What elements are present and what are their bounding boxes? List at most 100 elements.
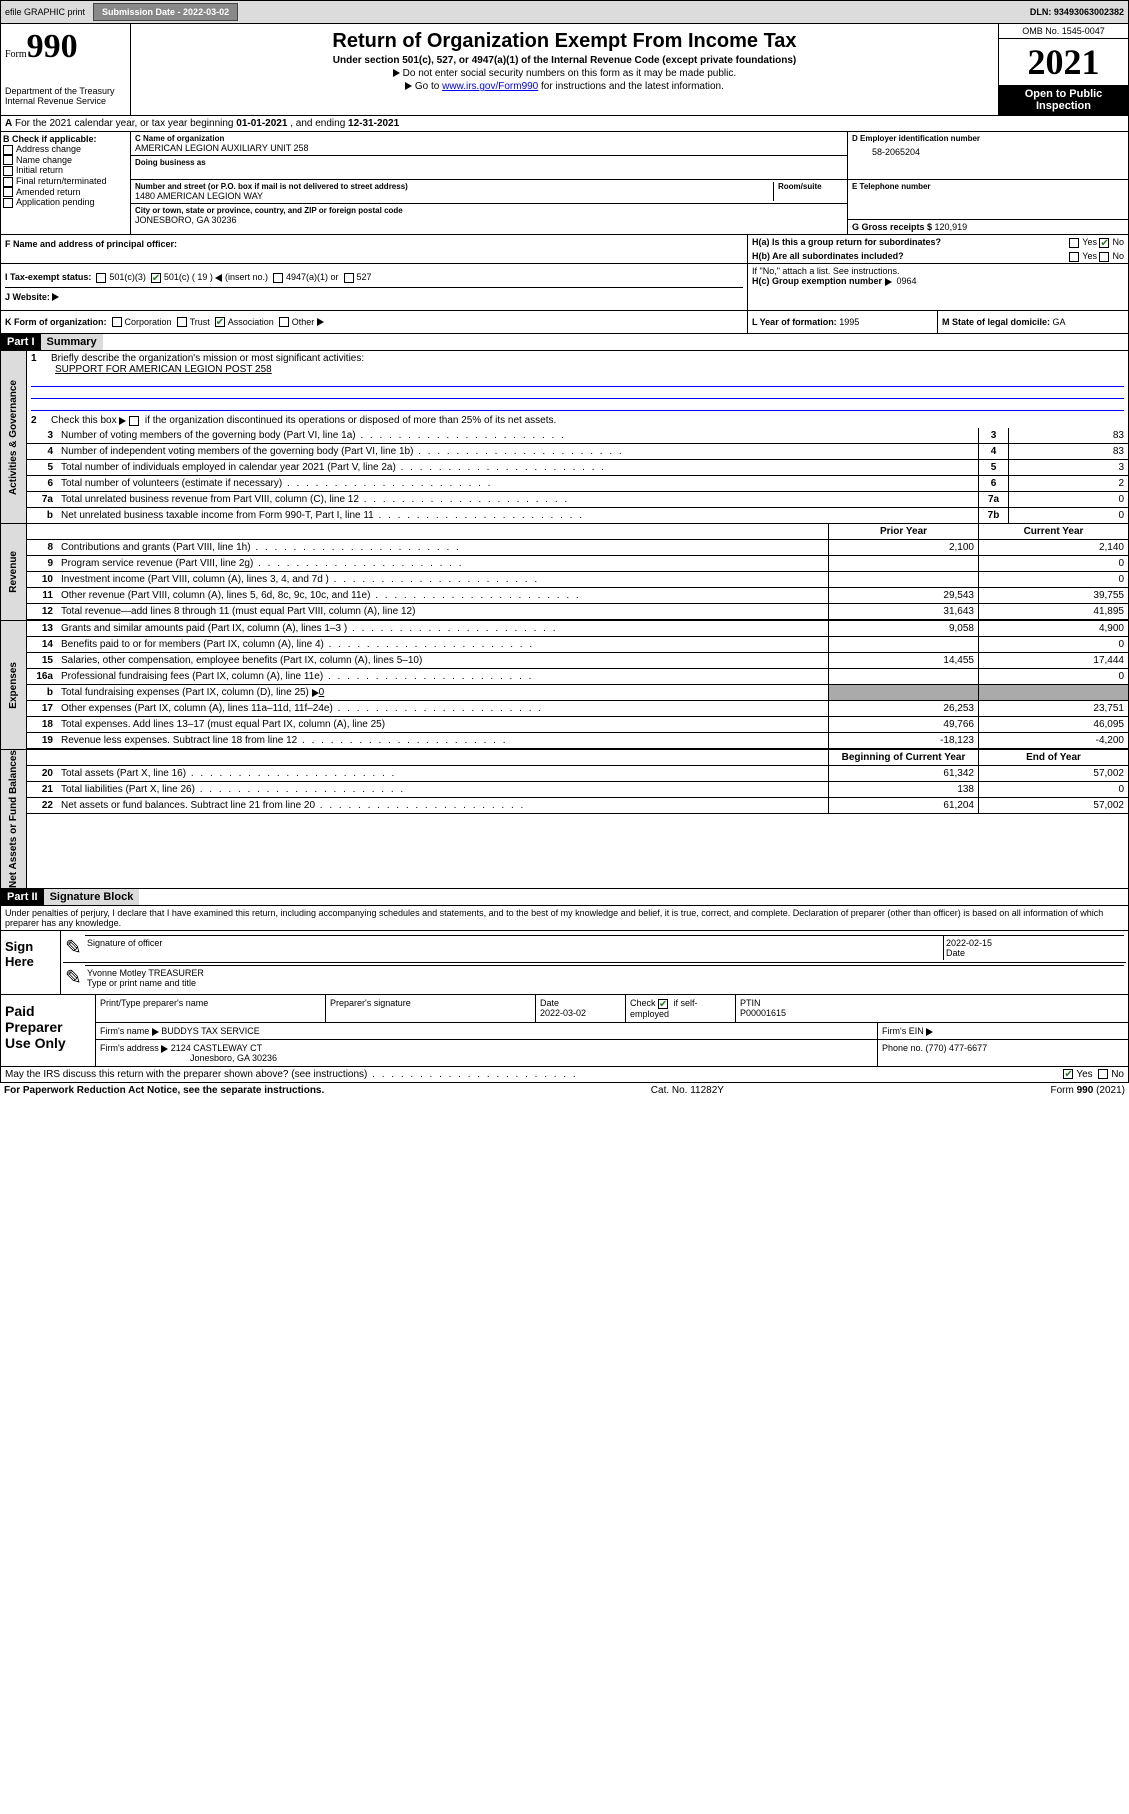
- room-label: Room/suite: [778, 182, 843, 191]
- form-note-2: Go to www.irs.gov/Form990 for instructio…: [135, 81, 994, 92]
- nab-headers: Beginning of Current YearEnd of Year: [27, 750, 1128, 766]
- city: JONESBORO, GA 30236: [135, 215, 843, 225]
- prep-date-label: Date: [540, 998, 559, 1008]
- line-22: 22Net assets or fund balances. Subtract …: [27, 798, 1128, 814]
- ha-row: H(a) Is this a group return for subordin…: [748, 235, 1128, 249]
- line2-checkbox[interactable]: [129, 416, 139, 426]
- line-16a: 16aProfessional fundraising fees (Part I…: [27, 669, 1128, 685]
- signature-intro: Under penalties of perjury, I declare th…: [0, 906, 1129, 931]
- firm-name-label: Firm's name: [100, 1026, 152, 1036]
- 501c3-checkbox[interactable]: [96, 273, 106, 283]
- other-checkbox[interactable]: [279, 317, 289, 327]
- form-number: 990: [27, 28, 78, 65]
- firm-ein-label: Firm's EIN: [882, 1026, 926, 1036]
- officer-name: Yvonne Motley TREASURER: [87, 968, 1122, 978]
- line-16b: bTotal fundraising expenses (Part IX, co…: [27, 685, 1128, 701]
- ag-label: Activities & Governance: [8, 380, 19, 495]
- checkbox-final-return[interactable]: Final return/terminated: [3, 176, 128, 187]
- firm-addr-label: Firm's address: [100, 1043, 161, 1053]
- prep-name-label: Print/Type preparer's name: [96, 995, 326, 1022]
- checkbox-initial-return[interactable]: Initial return: [3, 165, 128, 176]
- line-21: 21Total liabilities (Part X, line 26)138…: [27, 782, 1128, 798]
- ein-label: D Employer identification number: [852, 134, 1124, 143]
- sections-b-thru-g: B Check if applicable: Address change Na…: [0, 132, 1129, 235]
- org-name-label: C Name of organization: [135, 134, 843, 143]
- officer-label: F Name and address of principal officer:: [5, 239, 177, 249]
- firm-addr: 2124 CASTLEWAY CT: [171, 1043, 262, 1053]
- website-row: J Website:: [5, 287, 743, 306]
- sign-here-label: Sign Here: [1, 931, 61, 994]
- submission-date-button[interactable]: Submission Date - 2022-03-02: [93, 3, 238, 21]
- checkbox-address-change[interactable]: Address change: [3, 144, 128, 155]
- firm-addr2: Jonesboro, GA 30236: [100, 1053, 277, 1063]
- hb-yes-checkbox[interactable]: [1069, 252, 1079, 262]
- checkbox-name-change[interactable]: Name change: [3, 155, 128, 166]
- checkbox-application-pending[interactable]: Application pending: [3, 197, 128, 208]
- line-20: 20Total assets (Part X, line 16)61,34257…: [27, 766, 1128, 782]
- year-formation: 1995: [839, 317, 859, 327]
- line-15: 15Salaries, other compensation, employee…: [27, 653, 1128, 669]
- column-headers: Prior YearCurrent Year: [27, 524, 1128, 540]
- ha-yes-checkbox[interactable]: [1069, 238, 1079, 248]
- line-12: 12Total revenue—add lines 8 through 11 (…: [27, 604, 1128, 620]
- mission-text: SUPPORT FOR AMERICAN LEGION POST 258: [31, 364, 272, 375]
- preparer-label: Paid Preparer Use Only: [1, 995, 96, 1066]
- ha-no-checkbox[interactable]: [1099, 238, 1109, 248]
- line-3: 3Number of voting members of the governi…: [27, 428, 1128, 444]
- assoc-checkbox[interactable]: [215, 317, 225, 327]
- officer-name-label: Type or print name and title: [87, 978, 1122, 988]
- line-14: 14Benefits paid to or for members (Part …: [27, 637, 1128, 653]
- top-bar: efile GRAPHIC print Submission Date - 20…: [0, 0, 1129, 24]
- section-f-h: F Name and address of principal officer:…: [0, 235, 1129, 264]
- gross-receipts-label: G Gross receipts $: [852, 222, 935, 232]
- irs-link[interactable]: www.irs.gov/Form990: [442, 81, 538, 92]
- section-c: C Name of organizationAMERICAN LEGION AU…: [131, 132, 848, 234]
- signature-label: Signature of officer: [87, 938, 162, 948]
- hb-note: If "No," attach a list. See instructions…: [752, 266, 1124, 276]
- line-7a: 7aTotal unrelated business revenue from …: [27, 492, 1128, 508]
- 501c-checkbox[interactable]: [151, 273, 161, 283]
- trust-checkbox[interactable]: [177, 317, 187, 327]
- corp-checkbox[interactable]: [112, 317, 122, 327]
- form-header: Form990 Department of the Treasury Inter…: [0, 24, 1129, 116]
- arrow-icon: [161, 1045, 168, 1053]
- firm-name: BUDDYS TAX SERVICE: [161, 1026, 260, 1036]
- omb-number: OMB No. 1545-0047: [999, 24, 1128, 39]
- line-17: 17Other expenses (Part IX, column (A), l…: [27, 701, 1128, 717]
- hb-no-checkbox[interactable]: [1099, 252, 1109, 262]
- form-title: Return of Organization Exempt From Incom…: [135, 30, 994, 53]
- line-2: 2Check this box if the organization disc…: [27, 413, 1128, 428]
- part-i-header: Part ISummary: [0, 334, 1129, 351]
- checkbox-amended[interactable]: Amended return: [3, 187, 128, 198]
- form-subtitle: Under section 501(c), 527, or 4947(a)(1)…: [135, 55, 994, 66]
- line-13: 13Grants and similar amounts paid (Part …: [27, 621, 1128, 637]
- may-no-checkbox[interactable]: [1098, 1069, 1108, 1079]
- self-employed-checkbox[interactable]: [658, 999, 668, 1009]
- ein: 58-2065204: [852, 143, 1124, 157]
- sign-here-block: Sign Here ✎Signature of officer2022-02-1…: [0, 931, 1129, 995]
- city-label: City or town, state or province, country…: [135, 206, 843, 215]
- expenses-label: Expenses: [8, 662, 19, 709]
- form-year: 2021: [999, 39, 1128, 85]
- hc-row: H(c) Group exemption number 0964: [752, 276, 1124, 286]
- 4947-checkbox[interactable]: [273, 273, 283, 283]
- sections-d-e-g: D Employer identification number58-20652…: [848, 132, 1128, 234]
- part-i-label: Part I: [1, 334, 41, 350]
- efile-label: efile GRAPHIC print: [5, 7, 85, 17]
- 527-checkbox[interactable]: [344, 273, 354, 283]
- arrow-icon: [926, 1028, 933, 1036]
- line-4: 4Number of independent voting members of…: [27, 444, 1128, 460]
- line-19: 19Revenue less expenses. Subtract line 1…: [27, 733, 1128, 749]
- line-18: 18Total expenses. Add lines 13–17 (must …: [27, 717, 1128, 733]
- part-ii-title: Signature Block: [44, 889, 140, 905]
- may-discuss-row: May the IRS discuss this return with the…: [0, 1067, 1129, 1083]
- arrow-icon: [215, 274, 222, 282]
- line-5: 5Total number of individuals employed in…: [27, 460, 1128, 476]
- prep-sig-label: Preparer's signature: [326, 995, 536, 1022]
- arrow-icon: [119, 417, 126, 425]
- line-6: 6Total number of volunteers (estimate if…: [27, 476, 1128, 492]
- phone-label: E Telephone number: [852, 182, 1124, 191]
- paid-preparer-block: Paid Preparer Use Only Print/Type prepar…: [0, 995, 1129, 1067]
- hb-row: H(b) Are all subordinates included? Yes …: [748, 249, 1128, 263]
- may-yes-checkbox[interactable]: [1063, 1069, 1073, 1079]
